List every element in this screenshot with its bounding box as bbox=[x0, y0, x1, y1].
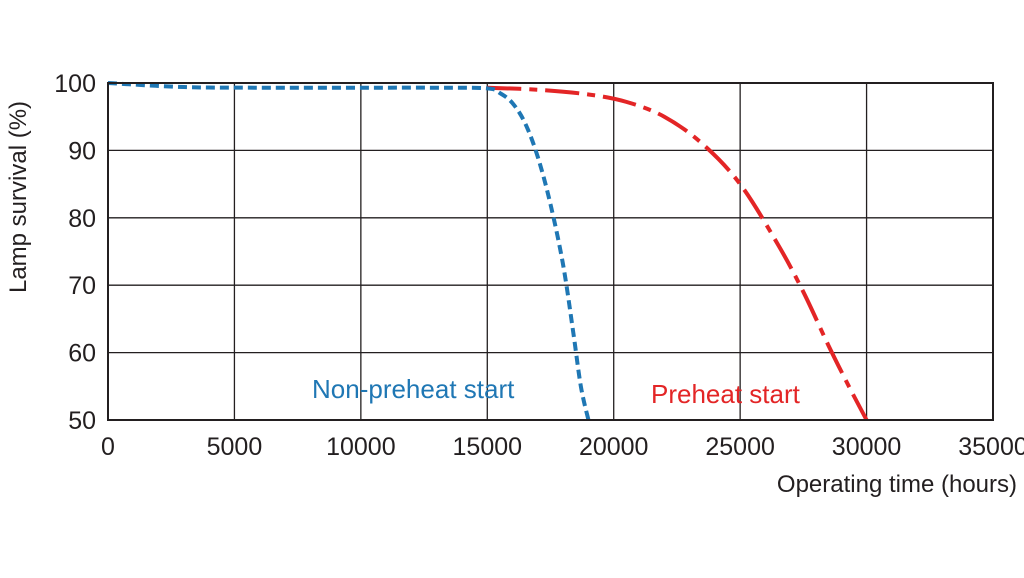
y-tick-label: 60 bbox=[68, 340, 96, 368]
plot-frame bbox=[107, 82, 994, 421]
x-tick-label: 10000 bbox=[326, 433, 396, 461]
x-tick-label: 15000 bbox=[453, 433, 523, 461]
x-tick-label: 0 bbox=[101, 433, 115, 461]
x-tick-label: 30000 bbox=[832, 433, 902, 461]
y-axis-label: Lamp survival (%) bbox=[5, 101, 32, 293]
y-tick-label: 80 bbox=[68, 205, 96, 233]
series-label-preheat: Preheat start bbox=[651, 379, 801, 409]
x-tick-label: 5000 bbox=[207, 433, 263, 461]
series-line-preheat bbox=[487, 85, 869, 421]
x-tick-label: 20000 bbox=[579, 433, 649, 461]
grid bbox=[107, 82, 994, 421]
x-tick-label: 35000 bbox=[958, 433, 1024, 461]
y-tick-labels: 50 60 70 80 90 100 bbox=[54, 70, 96, 435]
y-tick-label: 70 bbox=[68, 272, 96, 300]
x-tick-labels: 0 5000 10000 15000 20000 25000 30000 35000 bbox=[101, 433, 1024, 461]
x-axis-label: Operating time (hours) bbox=[777, 471, 1017, 498]
series-group bbox=[107, 81, 869, 421]
series-label-non-preheat: Non-preheat start bbox=[312, 374, 515, 404]
series-line-non-preheat bbox=[107, 81, 591, 421]
x-tick-label: 25000 bbox=[705, 433, 775, 461]
y-tick-label: 90 bbox=[68, 137, 96, 165]
y-tick-label: 100 bbox=[54, 70, 96, 98]
y-tick-label: 50 bbox=[68, 407, 96, 435]
